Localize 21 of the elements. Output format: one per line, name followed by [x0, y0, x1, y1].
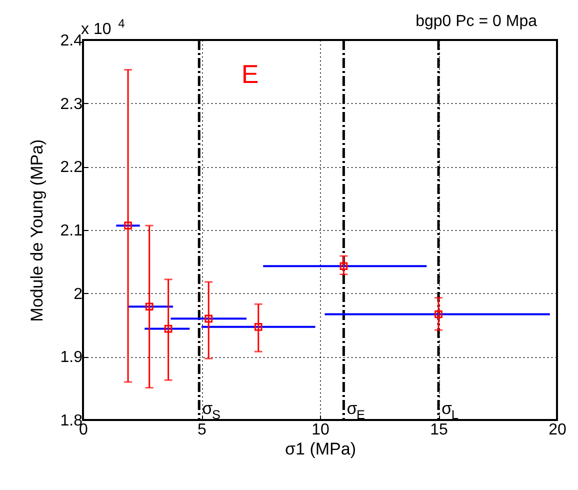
y-tick-label: 2.3: [60, 96, 83, 113]
y-tick-label: 2.2: [60, 159, 83, 176]
x-tick-label: 5: [198, 422, 207, 438]
y-tick-label: 2: [74, 286, 83, 303]
point: [164, 324, 172, 333]
y-axis-title: Module de Young (MPa): [27, 139, 46, 322]
x-tick-label: 10: [312, 422, 330, 438]
point: [124, 222, 132, 230]
chart-title: bgp0 Pc = 0 Mpa: [416, 13, 538, 30]
point: [145, 302, 154, 311]
y-tick-label: 1.9: [60, 349, 83, 366]
x-axis-title: σ1 (MPa): [285, 440, 356, 458]
y-tick-label: 2.4: [60, 32, 83, 50]
annotation: E: [241, 59, 259, 89]
point: [204, 314, 213, 323]
y-tick-label: 2.1: [60, 222, 83, 240]
point: [254, 322, 262, 331]
x-tick-label: 15: [430, 422, 448, 438]
point: [434, 310, 442, 318]
x-tick-label: 20: [548, 422, 566, 438]
point: [340, 262, 348, 270]
